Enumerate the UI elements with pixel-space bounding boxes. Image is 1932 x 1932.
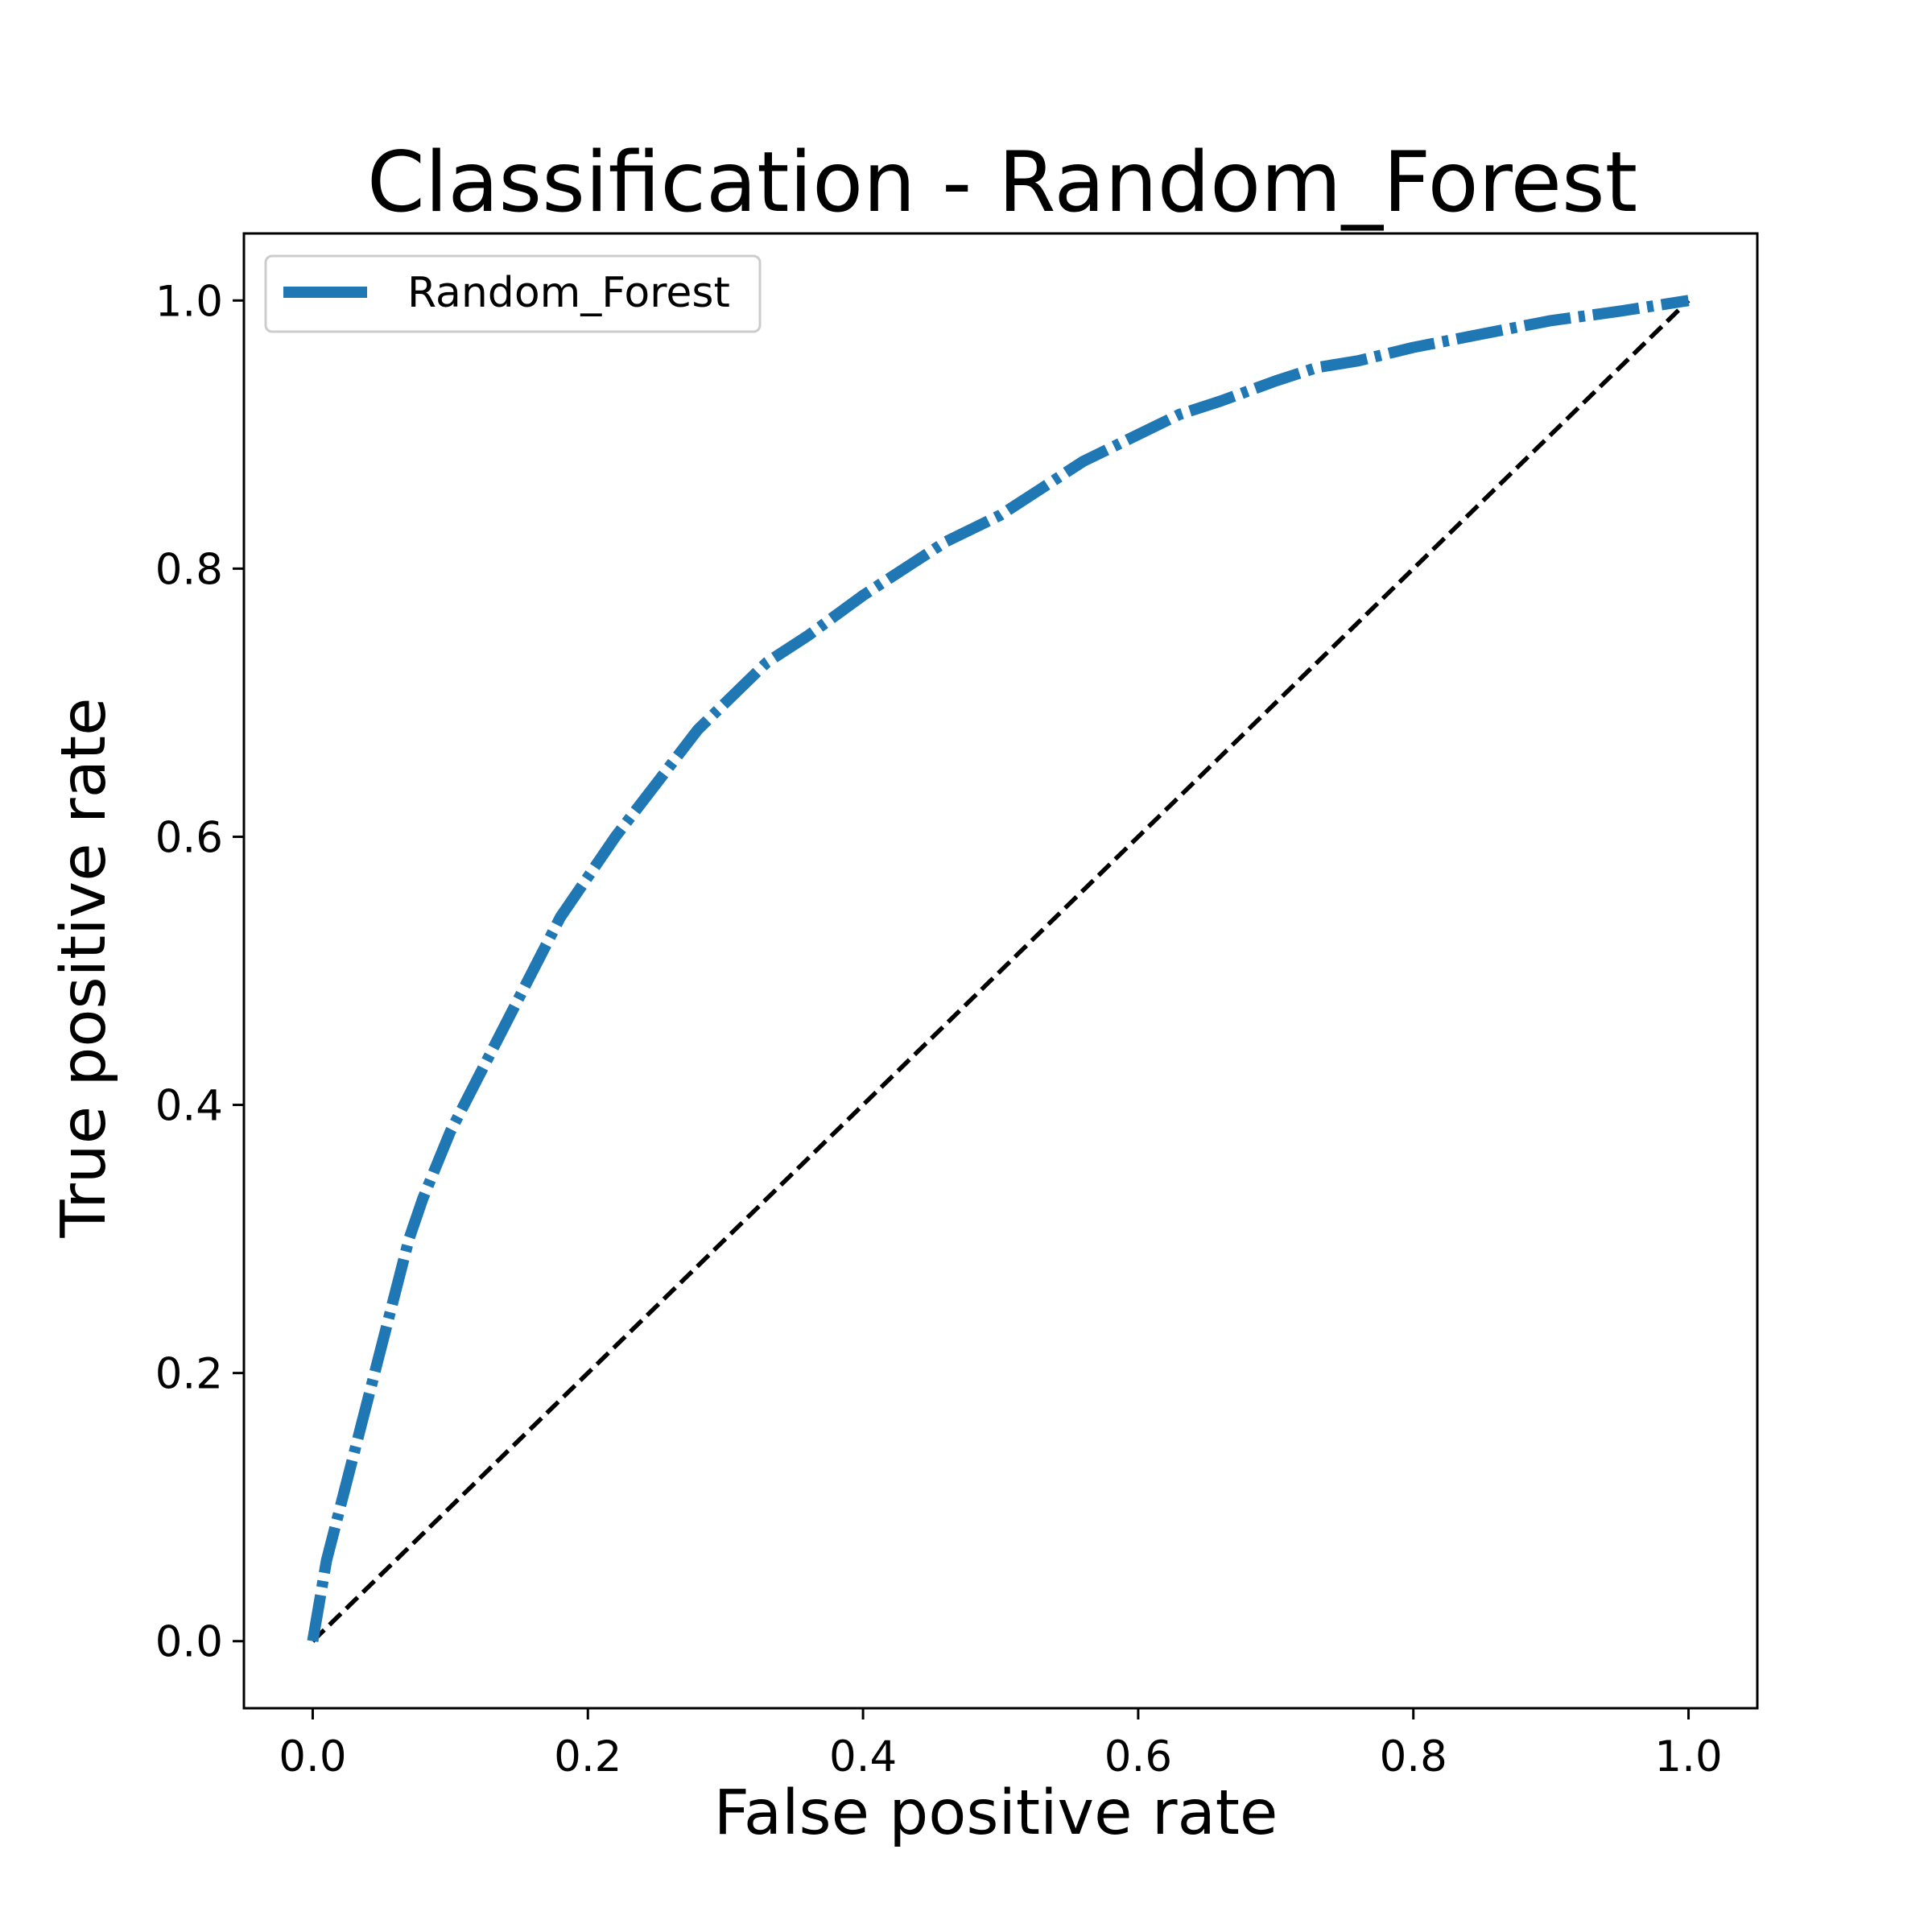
axes: 0.0 0.2 0.4 0.6 0.8 1.0 0.0 0.2 0.4 0.6 0.8 1.0 [155,232,1759,1781]
x-axis-label: False positive rate [714,1777,1278,1849]
y-tick-label: 0.6 [155,813,223,862]
x-tick-label: 0.6 [1104,1732,1172,1781]
x-tick-label: 0.2 [554,1732,621,1781]
x-tick-label: 0.0 [279,1732,346,1781]
plot-area [307,295,1690,1643]
y-tick-label: 0.8 [155,545,223,594]
plot-frame [242,232,1759,1710]
chart-title: Classification - Random_Forest [367,134,1637,231]
reference-diagonal-line [311,299,1690,1643]
x-tick-label: 0.8 [1380,1732,1447,1781]
x-tick-label: 1.0 [1654,1732,1722,1781]
y-tick-label: 1.0 [155,277,223,326]
series-line-random-forest [307,295,1690,1642]
legend-label-random-forest: Random_Forest [407,269,730,317]
y-axis-label: True positive rate [48,698,120,1239]
legend: Random_Forest [264,254,762,333]
legend-box [264,254,762,333]
y-tick-label: 0.0 [155,1618,223,1667]
x-tick-label: 0.4 [829,1732,897,1781]
y-tick-label: 0.2 [155,1350,223,1399]
y-tick-label: 0.4 [155,1082,223,1131]
